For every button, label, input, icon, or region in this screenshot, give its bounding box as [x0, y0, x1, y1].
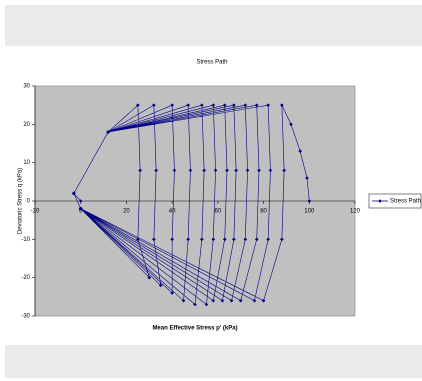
data-point: [152, 103, 156, 107]
data-point: [170, 237, 174, 242]
x-tick-label: 100: [304, 209, 315, 215]
data-point: [229, 298, 234, 303]
data-point: [243, 103, 248, 107]
y-tick-label: 20: [23, 122, 30, 128]
data-point: [243, 237, 248, 242]
data-point: [170, 291, 174, 295]
data-point: [211, 237, 216, 242]
data-point: [211, 103, 216, 107]
data-point: [193, 302, 197, 307]
data-point: [305, 176, 309, 180]
data-point: [238, 298, 243, 303]
data-point: [152, 237, 156, 242]
chart-title: Stress Path: [196, 60, 227, 66]
data-point: [266, 237, 270, 242]
y-tick-label: 10: [23, 160, 30, 166]
y-axis-title: Deviatoric Stress q (kPa): [18, 168, 24, 234]
y-tick-label: 30: [23, 84, 30, 90]
data-point: [307, 199, 312, 203]
data-point: [186, 103, 190, 107]
data-point: [289, 122, 293, 127]
data-point: [78, 206, 83, 211]
data-point: [220, 298, 225, 303]
y-tick-label: -10: [21, 237, 30, 243]
y-tick-label: -30: [21, 314, 30, 320]
data-point: [158, 283, 163, 288]
data-point: [170, 103, 174, 107]
data-point: [172, 168, 177, 173]
data-point: [78, 199, 83, 203]
data-point: [245, 168, 250, 173]
data-point: [181, 298, 186, 303]
data-point: [136, 103, 140, 107]
legend: [368, 193, 422, 209]
data-point: [222, 237, 227, 242]
data-point: [254, 103, 259, 107]
data-point: [204, 302, 209, 307]
data-point: [280, 237, 284, 242]
bottom-band: [5, 345, 422, 378]
data-point: [280, 103, 284, 107]
top-band: [5, 5, 422, 46]
data-point: [266, 103, 270, 107]
x-tick-label: 20: [123, 209, 130, 215]
data-point: [225, 168, 229, 173]
series-line: [73, 104, 310, 306]
data-point: [232, 237, 236, 242]
data-point: [268, 168, 273, 173]
data-point: [282, 168, 286, 173]
y-tick-label: -20: [21, 275, 30, 281]
x-tick-label: 80: [260, 209, 267, 215]
data-point: [186, 237, 190, 242]
legend-label: Stress Path: [390, 199, 421, 205]
x-tick-label: -20: [31, 209, 40, 215]
x-tick-label: 60: [215, 209, 222, 215]
data-point: [154, 168, 158, 173]
data-point: [222, 103, 227, 107]
data-point: [202, 168, 206, 173]
data-point: [72, 191, 76, 196]
x-tick-label: 40: [169, 209, 176, 215]
data-point: [234, 168, 238, 173]
x-tick-label: 120: [350, 209, 361, 215]
data-point: [200, 237, 204, 242]
data-point: [211, 298, 216, 303]
data-point: [136, 237, 140, 242]
data-point: [200, 103, 204, 107]
data-point: [138, 168, 142, 173]
y-tick-label: 0: [27, 199, 31, 205]
legend-marker: [378, 199, 382, 203]
data-point: [232, 103, 236, 107]
data-point: [261, 298, 266, 303]
data-point: [254, 237, 259, 242]
data-point: [188, 168, 193, 173]
data-point: [213, 168, 218, 173]
data-point: [257, 168, 261, 173]
data-point: [252, 298, 257, 303]
data-point: [298, 149, 302, 153]
data-point: [147, 275, 152, 280]
x-axis-title: Mean Effective Stress p' (kPa): [152, 326, 237, 332]
data-point: [106, 130, 110, 134]
x-tick-label: 0: [79, 209, 83, 215]
